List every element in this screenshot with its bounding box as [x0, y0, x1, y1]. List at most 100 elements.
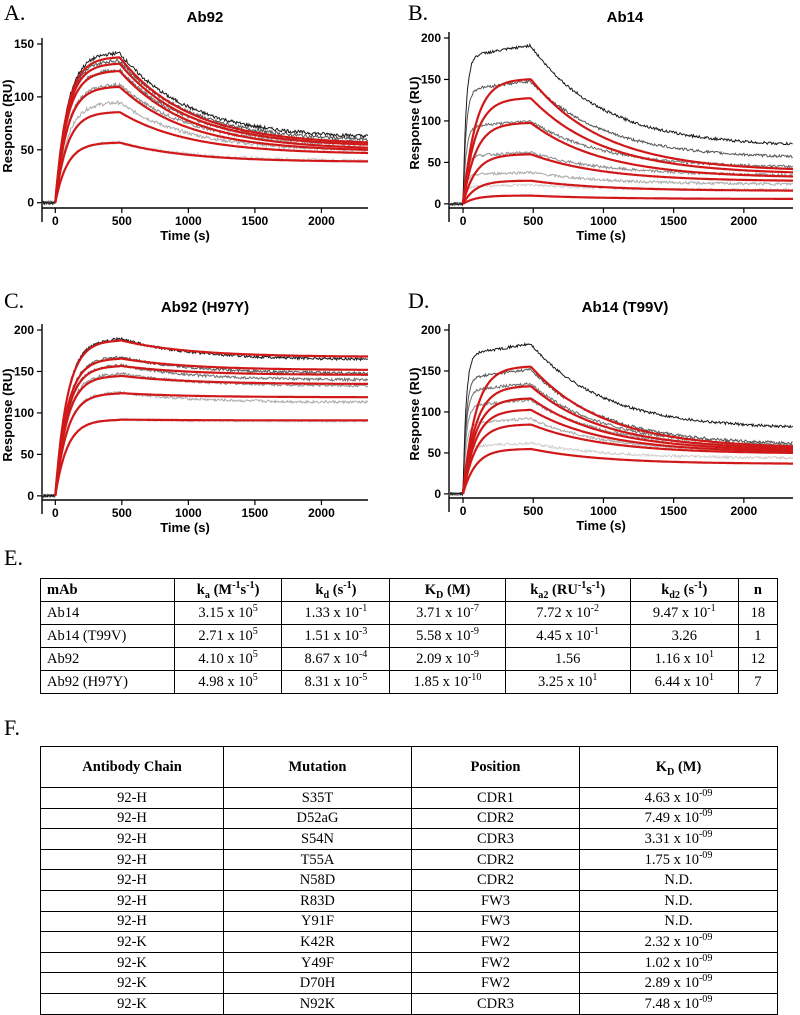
- panel-label-b: B.: [408, 0, 429, 25]
- mutation-row: 92-K K42R FW2 2.32 x 10-09: [40, 931, 778, 953]
- kinetics-cell-KD: 1.85 x 10-10: [389, 670, 506, 694]
- fit-curve: [54, 418, 368, 497]
- fit-curve: [54, 69, 369, 203]
- mutation-cell-chain: 92-H: [40, 910, 224, 933]
- mutation-cell-position: CDR3: [411, 992, 580, 1015]
- kinetics-cell-mab: Ab14: [40, 601, 175, 625]
- y-tick-label: 200: [421, 323, 441, 337]
- mutation-cell-position: CDR1: [411, 787, 580, 809]
- mutation-cell-mutation: T55A: [223, 848, 412, 871]
- mutation-cell-kd: 1.02 x 10-09: [579, 951, 778, 974]
- mutation-cell-kd: 2.32 x 10-09: [579, 931, 778, 953]
- x-tick-label: 2000: [308, 214, 335, 228]
- y-tick-label: 100: [421, 405, 441, 419]
- x-axis-label: Time (s): [576, 518, 626, 533]
- mutation-cell-kd: 7.48 x 10-09: [579, 992, 778, 1015]
- mutation-cell-chain: 92-H: [40, 848, 224, 871]
- x-tick-label: 0: [460, 214, 467, 228]
- mutation-cell-chain: 92-H: [40, 889, 224, 912]
- fit-curve: [54, 85, 368, 203]
- header-ka: ka (M-1s-1): [173, 578, 283, 602]
- sensorgram-trace: [41, 371, 369, 499]
- y-tick-label: 50: [21, 143, 35, 157]
- mutation-row: 92-H S35T CDR1 4.63 x 10-09: [40, 787, 778, 809]
- x-tick-label: 2000: [731, 214, 758, 228]
- fit-curve: [461, 397, 793, 495]
- x-tick-label: 1000: [175, 214, 202, 228]
- y-tick-label: 150: [421, 364, 441, 378]
- kinetics-cell-ka2: 1.56: [504, 647, 631, 671]
- x-tick-label: 1000: [590, 504, 617, 518]
- fit-curve: [461, 78, 793, 205]
- mutation-cell-kd: 4.63 x 10-09: [579, 787, 778, 809]
- kinetics-cell-kd: 8.67 x 10-4: [281, 647, 391, 671]
- y-tick-label: 0: [434, 197, 441, 211]
- kinetics-cell-kd: 8.31 x 10-5: [281, 670, 391, 694]
- header-ka2: ka2 (RU-1s-1): [504, 578, 631, 602]
- kinetics-cell-n: 7: [737, 670, 779, 694]
- mutation-cell-position: FW2: [411, 951, 580, 974]
- x-tick-label: 1500: [660, 504, 687, 518]
- chart-ab92: Ab92 0 50 100 150 0 500 1000 1500 2000 Time (s) Res…: [0, 0, 380, 255]
- kinetics-cell-kd2: 1.16 x 101: [629, 647, 739, 671]
- kinetics-row: Ab14 (T99V) 2.71 x 105 1.51 x 10-3 5.58 x 1…: [40, 624, 779, 648]
- x-tick-label: 1500: [242, 506, 269, 520]
- kinetics-cell-mab: Ab14 (T99V): [40, 624, 175, 648]
- mutation-cell-chain: 92-K: [40, 972, 224, 994]
- y-tick-label: 150: [14, 37, 34, 51]
- fit-curve: [462, 179, 793, 205]
- y-tick-label: 100: [14, 90, 34, 104]
- mutation-cell-mutation: N58D: [223, 869, 412, 891]
- sensorgram-trace: [42, 390, 369, 498]
- mutation-table: Antibody Chain Mutation Position KD (M) …: [40, 746, 778, 1015]
- kinetics-row: Ab92 4.10 x 105 8.67 x 10-4 2.09 x 10-9 1.56…: [40, 647, 779, 671]
- x-axis-label: Time (s): [160, 228, 210, 243]
- kinetics-cell-n: 12: [737, 647, 779, 671]
- sensorgram-trace: [448, 417, 794, 497]
- mutation-cell-chain: 92-K: [40, 992, 224, 1015]
- mutation-body: 92-H S35T CDR1 4.63 x 10-09 92-H D52aG CDR2 7.4…: [40, 787, 778, 1015]
- mutation-cell-position: FW2: [411, 931, 580, 953]
- panel-label-a: A.: [4, 0, 26, 25]
- sensorgram-trace: [41, 139, 369, 206]
- fit-curve: [461, 97, 793, 205]
- y-tick-label: 0: [27, 196, 34, 210]
- y-tick-label: 0: [27, 489, 34, 503]
- header-n: n: [737, 578, 779, 602]
- mutation-cell-mutation: S54N: [223, 828, 412, 850]
- kinetics-table: mAb ka (M-1s-1) kd (s-1) KD (M) ka2 (RU-…: [40, 578, 779, 694]
- mutation-cell-kd: N.D.: [579, 889, 778, 912]
- mutation-cell-chain: 92-K: [40, 951, 224, 974]
- x-tick-label: 1000: [175, 506, 202, 520]
- mutation-row: 92-H R83D FW3 N.D.: [40, 889, 778, 912]
- x-tick-label: 0: [52, 506, 59, 520]
- sensorgram-trace: [41, 336, 368, 498]
- panel-label-c: C.: [4, 288, 25, 313]
- kinetics-cell-mab: Ab92: [40, 647, 175, 671]
- mutation-cell-mutation: R83D: [223, 889, 412, 912]
- fit-curve: [461, 153, 793, 205]
- mutation-header-row: Antibody Chain Mutation Position KD (M): [40, 746, 778, 788]
- mutation-cell-position: FW2: [411, 972, 580, 994]
- mutation-cell-position: CDR2: [411, 848, 580, 871]
- fit-curve: [54, 391, 368, 497]
- kinetics-row: Ab14 3.15 x 105 1.33 x 10-1 3.71 x 10-7 7.72…: [40, 601, 779, 625]
- x-tick-label: 500: [523, 214, 543, 228]
- mutation-cell-position: CDR2: [411, 807, 580, 830]
- mutation-cell-kd: 7.49 x 10-09: [579, 807, 778, 830]
- sensorgram-trace: [448, 441, 794, 496]
- mutation-cell-position: CDR2: [411, 869, 580, 891]
- y-tick-label: 200: [421, 31, 441, 45]
- mutation-cell-mutation: D52aG: [223, 807, 412, 830]
- fit-curve: [54, 364, 368, 497]
- y-tick-label: 150: [421, 72, 441, 86]
- mutation-cell-mutation: Y91F: [223, 910, 412, 933]
- fit-curve: [461, 121, 793, 205]
- mutation-cell-mutation: Y49F: [223, 951, 412, 974]
- x-tick-label: 1500: [660, 214, 687, 228]
- x-axis-label: Time (s): [576, 228, 626, 243]
- fit-curve: [461, 423, 793, 495]
- fit-curve: [54, 339, 368, 496]
- kinetics-body: Ab14 3.15 x 105 1.33 x 10-1 3.71 x 10-7 7.72…: [40, 601, 779, 694]
